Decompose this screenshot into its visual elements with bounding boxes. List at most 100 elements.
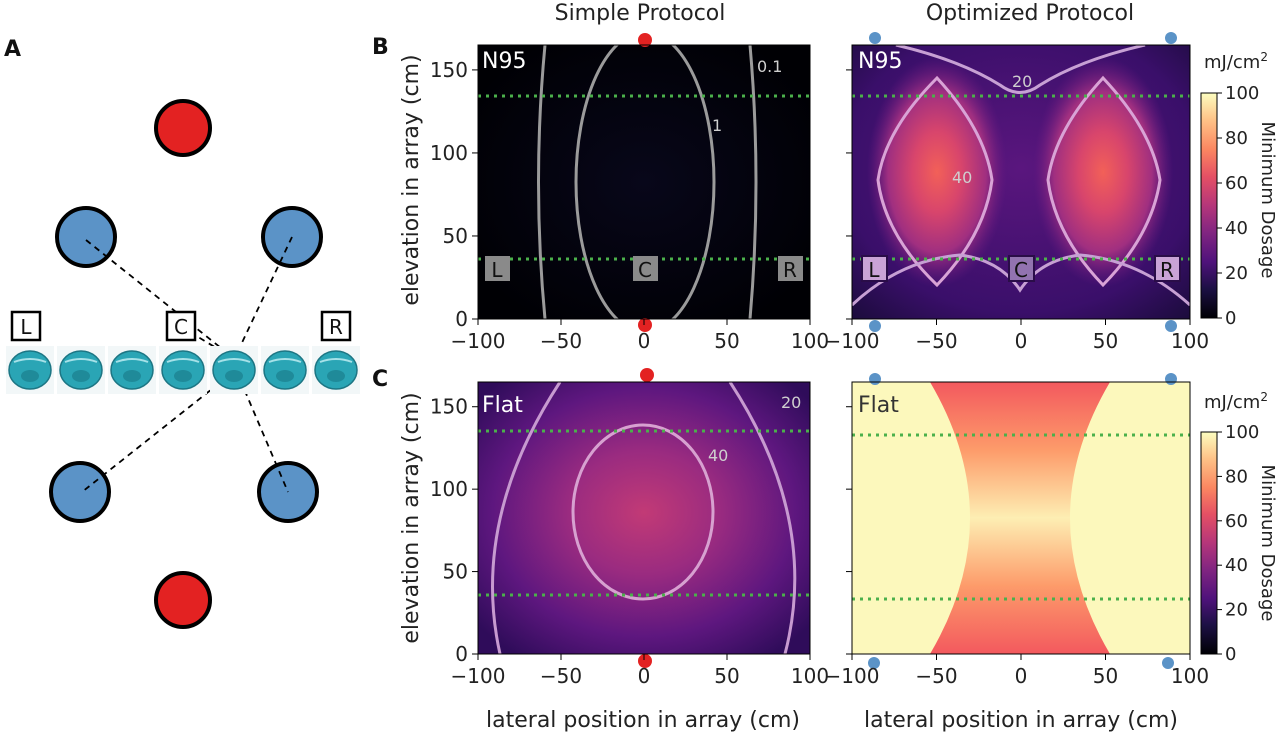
colorbar-tick-label: 20: [1225, 263, 1248, 284]
schematic-panel-a: L C R: [6, 99, 360, 629]
xlabel-right: lateral position in array (cm): [864, 708, 1178, 733]
y-tick-label: 0: [455, 642, 468, 666]
svg-text:C: C: [174, 315, 188, 339]
colorbar-tick-label: 0: [1225, 308, 1236, 329]
x-tick-label: −100: [825, 329, 880, 353]
colorbar-label: Minimum Dosage: [1257, 465, 1278, 622]
svg-text:R: R: [783, 258, 797, 282]
hot-spot: [867, 57, 1007, 287]
mask-icon: [108, 346, 156, 394]
svg-text:L: L: [491, 258, 503, 282]
contour-line: [728, 382, 797, 654]
lamp-marker: [869, 320, 881, 332]
colorbar-tick-label: 60: [1225, 511, 1248, 532]
lamp-marker: [640, 368, 654, 382]
x-tick-label: 50: [714, 664, 739, 688]
x-tick-label: −50: [540, 329, 582, 353]
colorbar-b: mJ/cm2 0 20 40 60 80 100 Minimum Dosage: [1200, 50, 1278, 329]
x-tick-label: 100: [791, 664, 829, 688]
colorbar-tick-label: 100: [1225, 83, 1259, 104]
contour-label: 1: [712, 116, 722, 135]
y-tick-label: 100: [430, 141, 468, 165]
colorbar-gradient: [1200, 92, 1218, 319]
colorbar-gradient: [1200, 431, 1218, 655]
x-tick-label: −100: [451, 664, 506, 688]
lamp-marker: [1165, 32, 1177, 44]
surface-label: Flat: [858, 393, 899, 418]
ylabel-b: elevation in array (cm): [399, 54, 424, 305]
mask-icon: [57, 346, 105, 394]
panel-letter-c: C: [372, 367, 388, 392]
x-tick-label: −100: [825, 664, 880, 688]
surface-label: Flat: [482, 393, 523, 418]
blue-lamp-bottom-left: [49, 461, 111, 523]
mask-icon: [6, 346, 54, 394]
position-marker-r: R: [320, 310, 352, 342]
xlabel-left: lateral position in array (cm): [486, 708, 800, 733]
contour-label: 40: [708, 446, 728, 465]
y-tick-label: 100: [430, 477, 468, 501]
hot-spot: [1033, 57, 1173, 287]
y-tick-label: 50: [443, 560, 468, 584]
colorbar-tick-label: 60: [1225, 173, 1248, 194]
contour-label: 20: [781, 393, 801, 412]
ylabel-c: elevation in array (cm): [399, 392, 424, 643]
colorbar-label: Minimum Dosage: [1257, 122, 1278, 279]
contour-line: [537, 45, 547, 319]
x-tick-label: 0: [638, 329, 651, 353]
lamp-marker: [638, 33, 652, 47]
column-title-simple: Simple Protocol: [555, 1, 726, 26]
colorbar-unit: mJ/cm2: [1204, 390, 1268, 413]
contour-line: [1046, 75, 1162, 288]
colorbar-tick-label: 0: [1225, 644, 1236, 665]
x-tick-label: 0: [1015, 329, 1028, 353]
mask-icon: [210, 346, 258, 394]
position-box-c: C: [1008, 255, 1035, 282]
heatmap-surface: [478, 382, 810, 654]
lamp-marker: [869, 373, 881, 385]
red-lamp-top: [154, 99, 212, 157]
y-tick-label: 50: [443, 224, 468, 248]
colorbar-tick-label: 100: [1225, 422, 1259, 443]
x-tick-label: 0: [1015, 664, 1028, 688]
hourglass-region: [930, 382, 1110, 654]
contour-label: 40: [952, 168, 972, 187]
contour-line: [571, 423, 715, 601]
position-box-r: R: [778, 256, 803, 282]
surface-label: N95: [858, 49, 902, 74]
contour-line: [876, 75, 994, 288]
contour-line: [574, 45, 716, 319]
mask-icon: [261, 346, 309, 394]
heatmap-c-simple: 20 40 Flat: [477, 368, 811, 668]
x-tick-label: 50: [1093, 664, 1118, 688]
y-tick-label: 150: [430, 58, 468, 82]
mask-row: [6, 346, 360, 394]
lamp-marker: [869, 32, 881, 44]
blue-lamp-top-left: [55, 206, 117, 268]
x-tick-label: −100: [451, 329, 506, 353]
x-tick-label: 0: [638, 664, 651, 688]
heatmap-b-simple: 0.1 1 N95 L C R: [477, 33, 811, 332]
column-title-optimized: Optimized Protocol: [926, 1, 1134, 26]
red-lamp-bottom: [154, 571, 212, 629]
contour-line: [748, 45, 758, 319]
lamp-marker: [638, 318, 652, 332]
position-box-l: L: [861, 255, 888, 282]
position-marker-l: L: [10, 310, 42, 342]
panel-letter-b: B: [372, 35, 389, 60]
x-tick-label: 100: [1171, 664, 1209, 688]
svg-text:L: L: [868, 258, 880, 282]
position-box-r: R: [1154, 255, 1181, 282]
position-box-c: C: [633, 256, 658, 282]
x-tick-label: −50: [915, 329, 957, 353]
y-tick-label: 150: [430, 395, 468, 419]
colorbar-tick-label: 40: [1225, 218, 1248, 239]
svg-text:R: R: [1160, 258, 1174, 282]
svg-text:C: C: [638, 258, 652, 282]
position-marker-c: C: [165, 310, 197, 342]
panel-letter-a: A: [4, 37, 21, 62]
svg-text:R: R: [329, 315, 343, 339]
mask-icon: [159, 346, 207, 394]
